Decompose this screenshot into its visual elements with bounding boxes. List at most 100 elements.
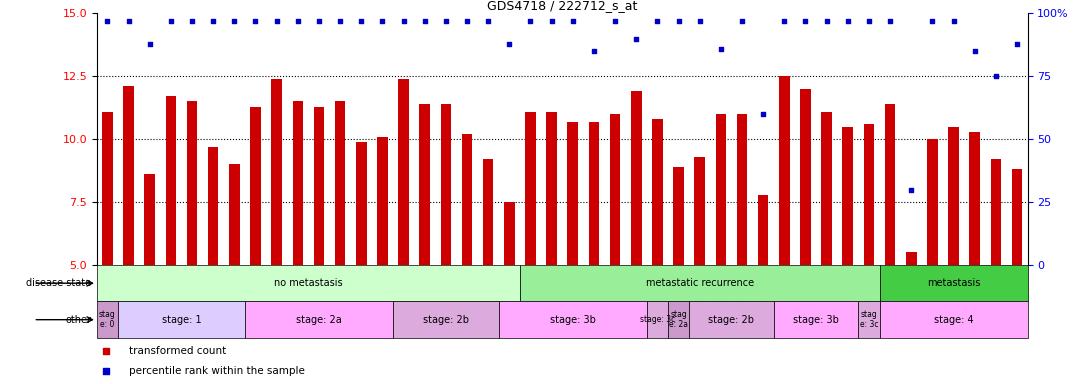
Bar [208,147,218,265]
Bar [144,174,155,265]
Point [268,18,285,24]
Bar [610,114,621,265]
Bar [969,132,980,265]
Bar [420,104,430,265]
Point [183,18,200,24]
Point [500,41,518,47]
Bar [97,301,118,338]
Text: stage: 2a: stage: 2a [296,314,342,325]
Bar [716,114,726,265]
Bar [97,265,520,301]
Bar [647,301,668,338]
Point [98,348,115,354]
Point [988,73,1005,79]
Bar [251,106,260,265]
Point [98,368,115,374]
Point [458,18,476,24]
Point [649,18,666,24]
Bar [758,195,768,265]
Bar [314,106,324,265]
Bar [928,139,937,265]
Bar [843,127,853,265]
Bar [737,114,748,265]
Point [712,46,730,52]
Point [310,18,327,24]
Bar [504,202,514,265]
Text: other: other [66,314,91,325]
Point [141,41,158,47]
Text: stage: 1: stage: 1 [161,314,201,325]
Bar [1011,169,1022,265]
Bar [377,137,387,265]
Bar [356,142,367,265]
Bar [879,301,1028,338]
Point [966,48,983,54]
Bar [520,265,879,301]
Point [373,18,391,24]
Bar [271,79,282,265]
Point [818,18,835,24]
Bar [694,157,705,265]
Text: stage: 4: stage: 4 [934,314,974,325]
Bar [525,111,536,265]
Bar [483,159,494,265]
Bar [774,301,859,338]
Point [1008,41,1025,47]
Point [416,18,434,24]
Point [607,18,624,24]
Bar [229,164,240,265]
Bar [393,301,499,338]
Bar [879,265,1028,301]
Bar [821,111,832,265]
Point [226,18,243,24]
Bar [547,111,557,265]
Bar [398,79,409,265]
Text: stag
e: 2a: stag e: 2a [669,310,688,329]
Text: stag
e: 3c: stag e: 3c [860,310,878,329]
Bar [567,122,578,265]
Bar [124,86,133,265]
Point [881,18,898,24]
Bar [589,122,599,265]
Point [480,18,497,24]
Bar [801,89,810,265]
Point [924,18,942,24]
Point [670,18,688,24]
Bar [864,124,874,265]
Point [691,18,708,24]
Text: percentile rank within the sample: percentile rank within the sample [129,366,306,376]
Point [627,35,645,41]
Bar [906,252,917,265]
Point [797,18,815,24]
Text: no metastasis: no metastasis [274,278,342,288]
Point [99,18,116,24]
Bar [674,167,684,265]
Point [162,18,180,24]
Text: transformed count: transformed count [129,346,227,356]
Bar [462,134,472,265]
Point [437,18,454,24]
Text: stage: 2b: stage: 2b [708,314,754,325]
Text: metastasis: metastasis [926,278,980,288]
Point [246,18,264,24]
Point [395,18,412,24]
Point [119,18,137,24]
Point [585,48,603,54]
Bar [991,159,1001,265]
Text: stag
e: 0: stag e: 0 [99,310,116,329]
Bar [118,301,245,338]
Bar [440,104,451,265]
Bar [187,101,197,265]
Bar [948,127,959,265]
Bar [293,101,303,265]
Point [543,18,561,24]
Title: GDS4718 / 222712_s_at: GDS4718 / 222712_s_at [487,0,637,12]
Point [861,18,878,24]
Point [945,18,962,24]
Bar [779,76,790,265]
Point [331,18,349,24]
Text: stage: 2b: stage: 2b [423,314,469,325]
Point [776,18,793,24]
Bar [166,96,176,265]
Point [839,18,856,24]
